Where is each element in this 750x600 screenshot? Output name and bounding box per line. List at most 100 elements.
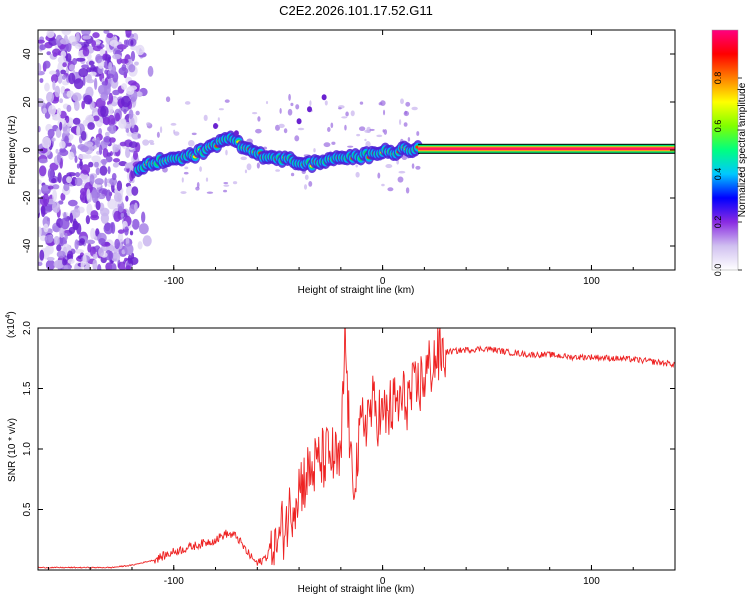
faint-blob <box>377 172 381 179</box>
spectrogram-frame <box>37 29 676 271</box>
noise-blob <box>120 58 129 64</box>
faint-blob <box>156 131 160 138</box>
snr-multiplier-exp: 4 <box>5 315 12 319</box>
spectrogram-ytick-label: 40 <box>22 48 33 60</box>
noise-blob <box>93 77 98 90</box>
faint-blob <box>146 122 151 127</box>
noise-blob <box>66 172 77 177</box>
noise-blob <box>98 247 105 257</box>
noise-blob <box>44 82 50 92</box>
noise-blob <box>100 207 110 217</box>
faint-blob <box>376 134 383 138</box>
noise-blob <box>131 218 140 230</box>
faint-blob <box>159 126 163 134</box>
noise-blob <box>47 167 54 180</box>
snr-ytick-label: 1.5 <box>22 381 33 395</box>
noise-blob <box>81 64 90 69</box>
noise-blob <box>56 244 62 252</box>
noise-blob <box>106 73 115 79</box>
noise-blob <box>38 39 45 44</box>
noise-blob <box>107 114 116 127</box>
noise-blob <box>38 158 48 164</box>
noise-blob <box>38 204 41 214</box>
noise-blob <box>98 144 103 155</box>
noise-blob <box>38 189 42 195</box>
colorbar-tick-label: 0.2 <box>713 216 723 229</box>
noise-blob <box>65 115 70 124</box>
noise-blob <box>39 147 48 154</box>
noise-blob <box>48 70 57 75</box>
faint-blob <box>195 186 200 191</box>
noise-blob <box>95 53 103 64</box>
noise-blob <box>85 215 91 225</box>
noise-blob <box>47 128 55 138</box>
faint-blob <box>224 99 230 103</box>
noise-blob <box>99 165 108 176</box>
faint-blob <box>366 126 371 133</box>
noise-blob <box>113 210 121 223</box>
noise-blob <box>111 222 116 234</box>
faint-blob <box>257 116 261 122</box>
noise-blob <box>102 159 107 167</box>
faint-blob <box>288 93 291 101</box>
noise-blob <box>66 104 72 113</box>
noise-blob <box>60 192 66 201</box>
steady-band-core <box>418 147 675 151</box>
noise-blob <box>43 60 51 69</box>
faint-blob <box>416 131 420 136</box>
spectrogram-panel: -100 0 100 -40 -20 0 20 40 Height of straight l… <box>7 29 676 296</box>
faint-blob <box>240 156 247 161</box>
noise-blob <box>99 49 104 57</box>
noise-blob <box>125 30 132 38</box>
noise-blob <box>130 117 135 129</box>
faint-blob <box>218 108 224 111</box>
noise-blob <box>72 92 82 102</box>
faint-blob <box>290 102 294 107</box>
noise-blob <box>91 155 101 163</box>
snr-ylabel: SNR (10 * v/v) <box>7 418 18 482</box>
snr-xtick-label: 100 <box>583 576 600 587</box>
noise-blob <box>55 127 62 139</box>
faint-blob <box>398 170 406 174</box>
noise-blob <box>56 152 61 164</box>
faint-blob <box>404 110 408 115</box>
noise-blob <box>90 210 99 219</box>
noise-blob <box>72 220 79 231</box>
spectrogram-xtick-label: -100 <box>164 276 184 287</box>
faint-blob <box>324 100 328 106</box>
noise-blob <box>73 78 84 90</box>
noise-blob <box>39 78 44 83</box>
snr-multiplier-base: (x10 <box>6 318 17 338</box>
faint-blob <box>184 166 189 170</box>
snr-content <box>38 328 675 569</box>
noise-blob <box>101 81 108 86</box>
faint-blob <box>294 135 300 142</box>
noise-blob <box>113 192 122 202</box>
faint-blob <box>183 171 189 175</box>
noise-blob <box>124 162 131 169</box>
noise-blob <box>51 74 59 84</box>
colorbar-tick-label: 0.0 <box>713 264 723 277</box>
faint-blob <box>364 138 367 142</box>
faint-blob <box>411 106 418 111</box>
snr-ytick-label: 1.0 <box>22 442 33 456</box>
faint-blob <box>400 98 404 105</box>
faint-blob <box>256 162 260 169</box>
noise-blob <box>100 105 109 118</box>
noise-blob <box>112 158 121 163</box>
noise-blob <box>76 125 81 137</box>
noise-blob <box>75 171 81 178</box>
noise-blob <box>107 166 111 175</box>
faint-blob <box>223 181 229 185</box>
noise-blob <box>131 127 136 133</box>
noise-blob <box>121 83 128 90</box>
faint-blob <box>137 133 141 139</box>
noise-blob <box>57 56 67 64</box>
noise-blob <box>91 40 97 48</box>
noise-blob <box>112 144 120 153</box>
noise-blob <box>123 108 127 115</box>
faint-blob <box>223 184 230 187</box>
noise-blob <box>41 184 51 192</box>
noise-blob <box>147 65 154 77</box>
noise-blob <box>92 32 100 39</box>
